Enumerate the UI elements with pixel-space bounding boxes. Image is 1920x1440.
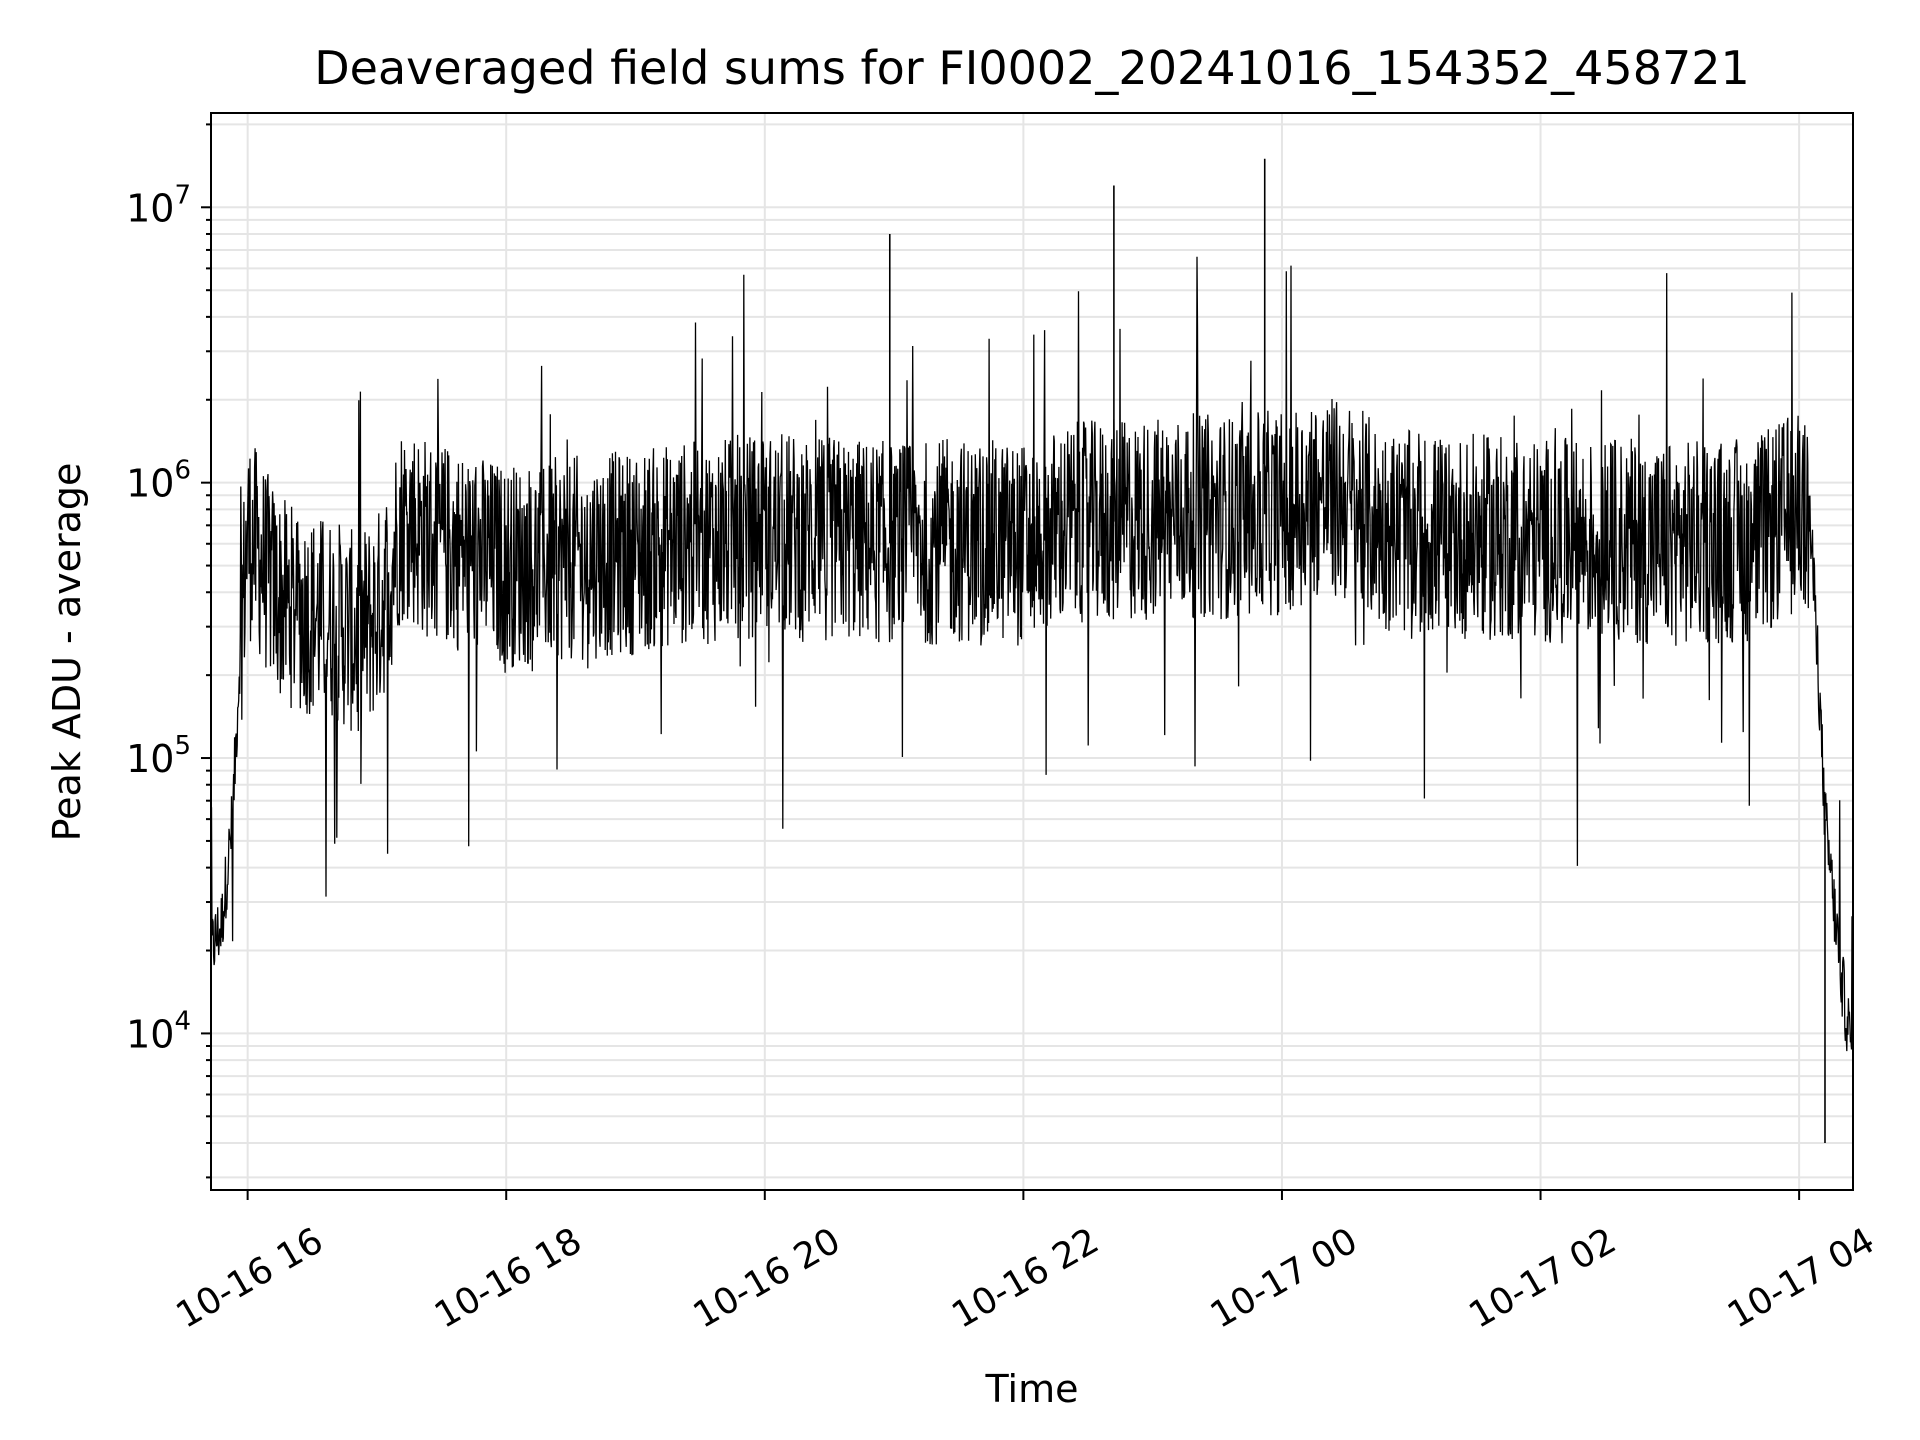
y-tick-exponent: 5	[174, 731, 191, 761]
y-tick-label: 107	[126, 180, 191, 230]
y-tick-label: 106	[126, 456, 191, 506]
y-tick-base: 10	[126, 737, 174, 781]
x-axis-label: Time	[985, 1367, 1079, 1411]
series-line	[211, 256, 1853, 1057]
y-tick-exponent: 6	[174, 456, 191, 486]
y-tick-base: 10	[126, 186, 174, 230]
y-tick-exponent: 7	[174, 180, 191, 210]
plot-frame	[210, 112, 1854, 1191]
series-layer	[211, 158, 1853, 1143]
y-tick-label: 105	[126, 731, 191, 781]
y-tick-base: 10	[126, 462, 174, 506]
y-tick-exponent: 4	[174, 1006, 191, 1036]
y-tick-base: 10	[126, 1012, 174, 1056]
y-axis-label: Peak ADU - average	[45, 463, 89, 842]
plot-area	[211, 158, 1853, 1143]
chart-title: Deaveraged field sums for FI0002_2024101…	[314, 41, 1750, 95]
y-tick-label: 104	[126, 1006, 191, 1056]
